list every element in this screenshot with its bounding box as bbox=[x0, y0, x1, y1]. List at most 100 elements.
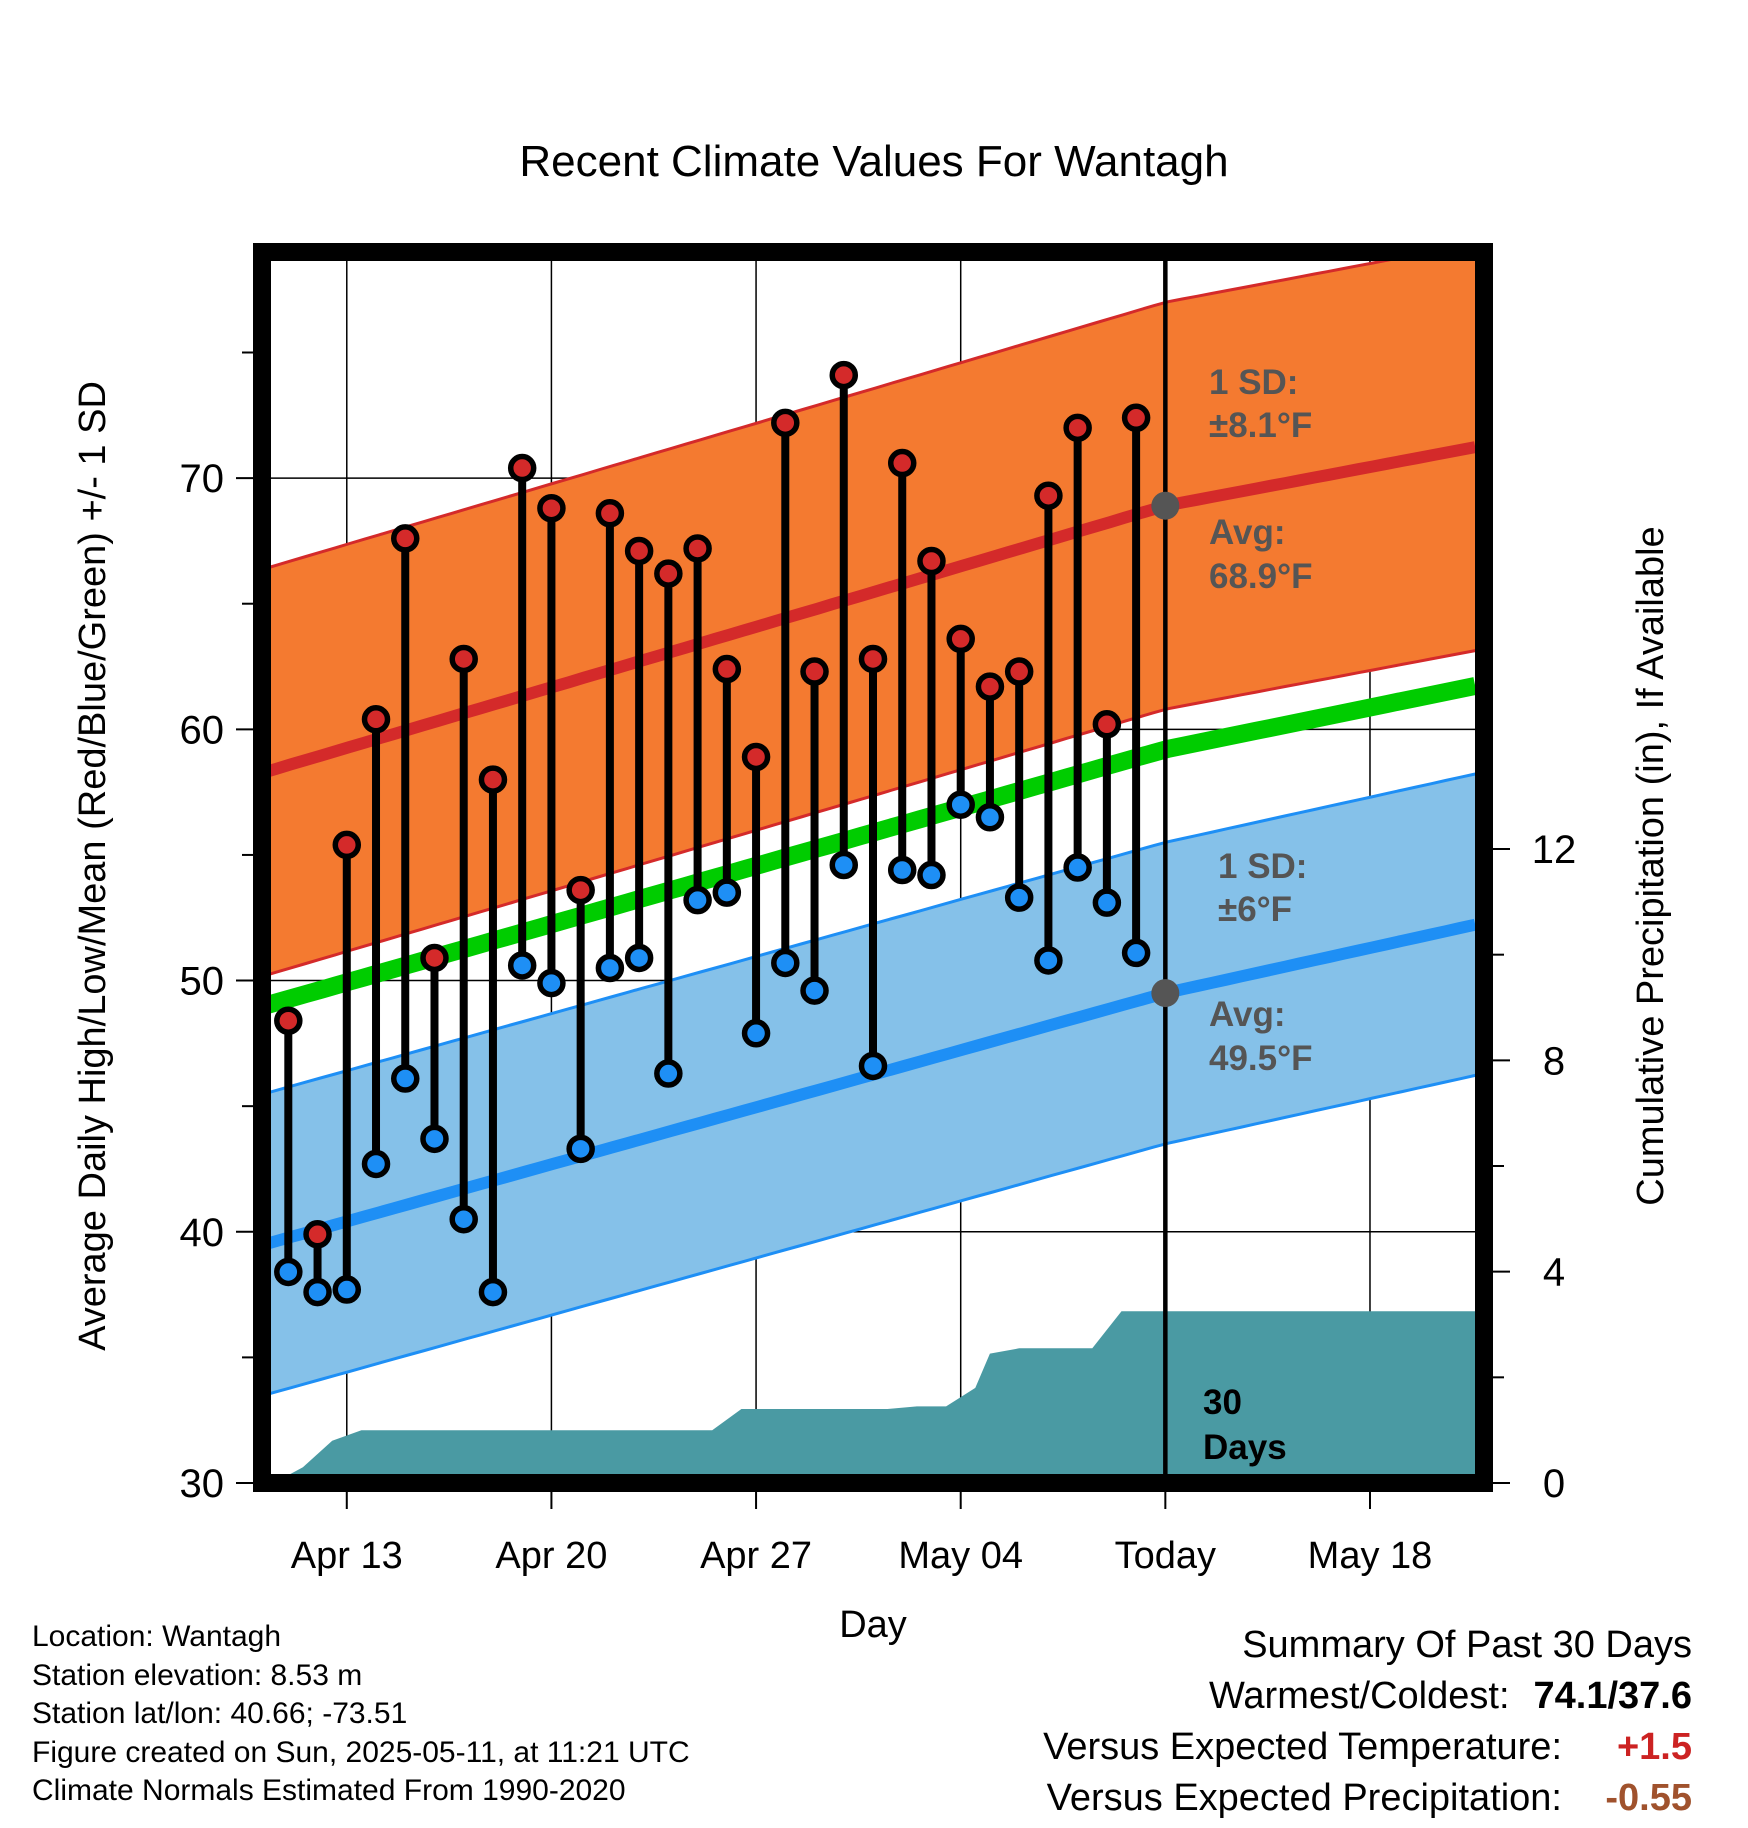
y2-tick-label: 0 bbox=[1543, 1462, 1565, 1506]
daily-high-dot bbox=[829, 360, 859, 390]
daily-low-dot bbox=[741, 1019, 771, 1048]
precip-value: -0.55 bbox=[1605, 1777, 1692, 1819]
daily-low-dot bbox=[507, 951, 537, 980]
plot-frame bbox=[253, 243, 1493, 1492]
x-tick-label: Apr 13 bbox=[291, 1535, 403, 1577]
daily-high-dot bbox=[887, 448, 917, 478]
y-axis-label: Average Daily High/Low/Mean (Red/Blue/Gr… bbox=[72, 381, 114, 1351]
x-tick-label: Apr 27 bbox=[700, 1535, 812, 1577]
daily-high-dot bbox=[420, 943, 449, 973]
summary-precipitation: Versus Expected Precipitation: -0.55 bbox=[1043, 1773, 1692, 1824]
daily-high-dot bbox=[946, 624, 975, 654]
daily-low-dot bbox=[1004, 883, 1034, 912]
daily-low-dot bbox=[537, 968, 566, 998]
x-axis-label: Day bbox=[839, 1604, 907, 1646]
today-high-marker bbox=[1151, 491, 1180, 520]
y-tick-label: 60 bbox=[180, 708, 225, 752]
daily-low-dot bbox=[361, 1149, 391, 1179]
daily-low-dot bbox=[566, 1134, 595, 1164]
y-tick-label: 50 bbox=[180, 960, 225, 1004]
daily-low-dot bbox=[829, 850, 859, 880]
daily-low-dot bbox=[1092, 888, 1122, 917]
daily-low-dot bbox=[683, 885, 712, 915]
daily-high-dot bbox=[975, 672, 1005, 701]
daily-low-dot bbox=[303, 1277, 332, 1307]
figure-created: Figure created on Sun, 2025-05-11, at 11… bbox=[32, 1735, 690, 1769]
station-elevation: Station elevation: 8.53 m bbox=[32, 1658, 363, 1692]
precip-label: Versus Expected Precipitation: bbox=[1046, 1777, 1562, 1819]
temp-label: Versus Expected Temperature: bbox=[1043, 1726, 1562, 1768]
days-label-word: Days bbox=[1203, 1428, 1287, 1467]
daily-high-dot bbox=[274, 1006, 303, 1035]
warmest-label: Warmest/Coldest: bbox=[1208, 1675, 1510, 1717]
daily-high-dot bbox=[654, 559, 683, 588]
daily-high-dot bbox=[303, 1220, 332, 1249]
y-tick-label: 70 bbox=[180, 457, 225, 501]
daily-high-dot bbox=[712, 654, 742, 684]
daily-high-dot bbox=[595, 499, 625, 528]
high-avg-value: 68.9°F bbox=[1209, 557, 1313, 596]
summary-temperature: Versus Expected Temperature: +1.5 bbox=[1043, 1722, 1692, 1773]
daily-low-dot bbox=[595, 953, 625, 983]
daily-low-dot bbox=[858, 1051, 888, 1081]
daily-high-dot bbox=[449, 644, 478, 674]
y2-axis-label: Cumulative Precipitation (in), If Availa… bbox=[1630, 526, 1672, 1205]
daily-low-dot bbox=[624, 943, 654, 973]
temp-value: +1.5 bbox=[1616, 1726, 1692, 1768]
y-tick-label: 40 bbox=[180, 1211, 225, 1255]
daily-high-dot bbox=[361, 705, 391, 734]
climate-normals: Climate Normals Estimated From 1990-2020 bbox=[32, 1774, 626, 1807]
daily-high-dot bbox=[507, 453, 537, 483]
daily-high-dot bbox=[1121, 403, 1151, 433]
daily-high-dot bbox=[478, 765, 508, 794]
low-sd-value: ±6°F bbox=[1218, 890, 1292, 929]
x-tick-label: Apr 20 bbox=[495, 1535, 607, 1577]
high-avg-label: Avg: bbox=[1209, 513, 1285, 552]
x-tick-label: May 18 bbox=[1308, 1535, 1433, 1577]
high-sd-label: 1 SD: bbox=[1209, 363, 1298, 402]
daily-high-dot bbox=[917, 546, 946, 576]
daily-low-dot bbox=[390, 1064, 420, 1093]
daily-low-dot bbox=[1121, 938, 1151, 968]
daily-high-dot bbox=[1034, 481, 1063, 510]
daily-low-dot bbox=[478, 1277, 508, 1307]
daily-high-dot bbox=[624, 536, 654, 566]
daily-low-dot bbox=[771, 948, 800, 978]
station-info: Location: Wantagh Station elevation: 8.5… bbox=[32, 1618, 690, 1811]
station-location: Location: Wantagh bbox=[32, 1620, 282, 1653]
x-tick-label: May 04 bbox=[898, 1535, 1023, 1577]
daily-high-dot bbox=[683, 534, 712, 563]
daily-low-dot bbox=[946, 790, 975, 819]
daily-low-dot bbox=[1034, 946, 1063, 975]
days-label-number: 30 bbox=[1203, 1383, 1242, 1422]
low-sd-label: 1 SD: bbox=[1218, 847, 1307, 886]
warmest-value: 74.1/37.6 bbox=[1533, 1675, 1692, 1717]
y2-tick-label: 12 bbox=[1532, 828, 1577, 872]
daily-low-dot bbox=[887, 855, 917, 885]
precip-area bbox=[273, 1311, 1484, 1483]
summary-warmest: Warmest/Coldest: 74.1/37.6 bbox=[1043, 1671, 1692, 1722]
y2-tick-label: 4 bbox=[1543, 1251, 1565, 1295]
daily-high-dot bbox=[1063, 413, 1092, 443]
high-sd-upper-edge bbox=[262, 252, 1439, 571]
daily-low-dot bbox=[274, 1257, 303, 1287]
daily-low-dot bbox=[1063, 853, 1092, 882]
daily-high-dot bbox=[771, 408, 800, 438]
high-sd-band bbox=[262, 252, 1476, 977]
daily-high-dot bbox=[537, 493, 566, 523]
low-avg-label: Avg: bbox=[1209, 995, 1285, 1034]
chart-title: Recent Climate Values For Wantagh bbox=[519, 137, 1228, 186]
low-sd-lower-edge bbox=[262, 1073, 1476, 1398]
daily-low-dot bbox=[975, 803, 1005, 832]
daily-high-dot bbox=[566, 875, 595, 905]
daily-high-dot bbox=[1004, 657, 1034, 686]
summary-title: Summary Of Past 30 Days bbox=[1242, 1624, 1692, 1666]
y-tick-label: 30 bbox=[180, 1462, 225, 1506]
daily-high-dot bbox=[390, 524, 420, 553]
high-sd-value: ±8.1°F bbox=[1209, 406, 1312, 445]
daily-low-dot bbox=[449, 1204, 478, 1234]
daily-low-dot bbox=[332, 1275, 362, 1304]
summary-panel: Summary Of Past 30 Days Warmest/Coldest:… bbox=[1043, 1620, 1692, 1824]
daily-high-dot bbox=[1092, 710, 1122, 739]
